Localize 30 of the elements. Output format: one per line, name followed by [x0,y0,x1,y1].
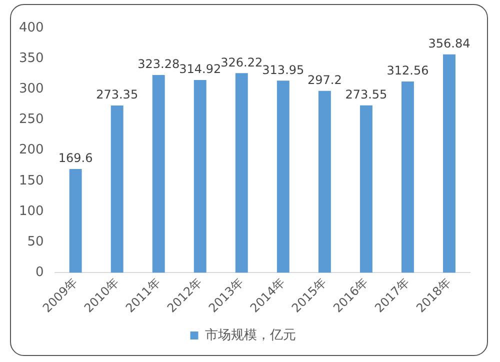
legend-label: 市场规模，亿元 [204,328,296,343]
y-tick-label: 300 [18,82,44,97]
data-label: 273.35 [96,88,138,102]
data-label: 323.28 [138,57,180,72]
data-label: 169.6 [58,151,93,166]
data-label: 273.55 [345,87,388,102]
y-tick-label: 200 [18,142,44,158]
bar [69,168,82,273]
y-tick-label: 250 [18,112,44,128]
y-tick-label: 0 [36,265,44,280]
y-tick-label: 400 [18,20,44,36]
y-tick-label: 150 [18,173,44,188]
data-label: 326.22 [220,55,263,70]
bar [235,73,248,273]
y-tick-label: 350 [18,50,44,66]
bar [360,105,372,273]
data-label: 356.84 [428,36,470,51]
data-label: 314.92 [179,62,222,76]
bar [276,80,290,273]
data-label: 313.95 [262,62,304,77]
bar [443,54,456,273]
bar [110,105,124,273]
data-label: 312.56 [386,64,429,78]
data-label: 297.2 [308,73,342,88]
y-tick-label: 50 [27,234,44,250]
y-tick-label: 100 [18,204,44,219]
bar [318,90,331,273]
bar [401,82,414,273]
bar [152,74,165,273]
bar [194,80,206,273]
